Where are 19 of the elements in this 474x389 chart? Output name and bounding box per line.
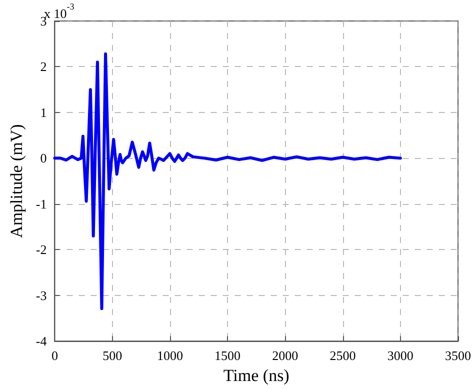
y-tick-label: -1 — [36, 196, 47, 212]
y-tick-label: 0 — [40, 150, 47, 166]
x-tick-label: 0 — [51, 348, 58, 364]
x-tick-label: 2500 — [330, 348, 356, 364]
y-tick-label: -4 — [36, 334, 48, 349]
x-tick-label: 1500 — [214, 348, 241, 364]
y-tick-label: -3 — [36, 288, 47, 303]
y-tick-label: 2 — [40, 59, 47, 74]
x-tick-label: 3500 — [445, 348, 471, 364]
x-tick-label: 3000 — [387, 348, 414, 364]
y-tick-label: 3 — [40, 14, 47, 28]
y-axis-title: Amplitude (mV) — [7, 124, 26, 238]
line-series — [53, 52, 402, 310]
x-tick-label: 500 — [102, 348, 122, 364]
x-tick-label: 1000 — [156, 348, 183, 364]
y-tick-label: 1 — [40, 104, 47, 120]
x-axis-title: Time (ns) — [223, 366, 290, 385]
y-tick-label: -2 — [36, 242, 47, 258]
x-tick-label: 2000 — [272, 348, 298, 364]
